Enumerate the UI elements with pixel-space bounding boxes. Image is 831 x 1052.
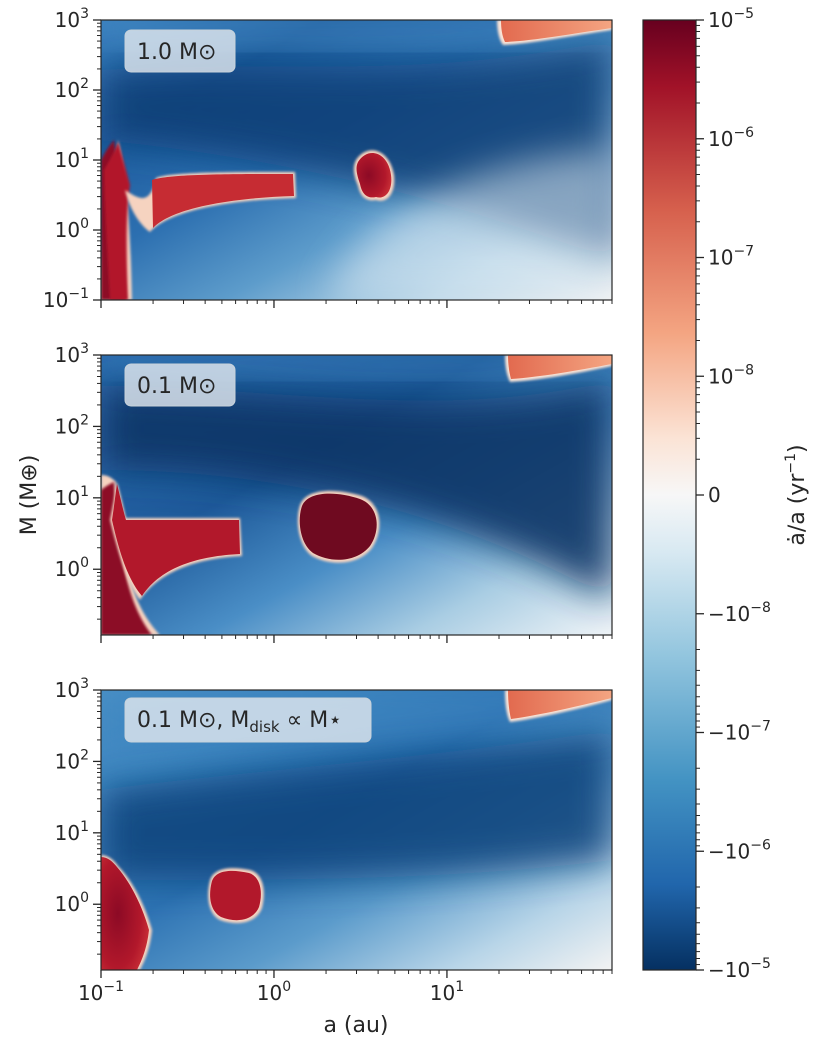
x-tick-label: 10−1 <box>78 979 124 1005</box>
y-tick-label: 103 <box>55 676 89 702</box>
colorbar-tick-label: 10−8 <box>708 362 754 388</box>
y-tick-label: 102 <box>55 747 89 773</box>
y-tick-label: 103 <box>55 6 89 32</box>
panel-1-label: 1.0 M⊙ <box>137 40 216 65</box>
x-tick-label: 100 <box>257 979 291 1005</box>
colorbar-ticks: 10−5 10−6 10−7 10−8 0 −10−8 −10−7 −10−6 −10−5 <box>696 6 771 982</box>
panel-3-label: 0.1 M⊙, Mdisk ∝ M⋆ <box>137 708 342 736</box>
y-tick-label: 102 <box>55 412 89 438</box>
panel-2-y-ticklabels: 103 102 101 100 <box>55 341 101 620</box>
colorbar-tick-label: −10−5 <box>708 956 771 982</box>
colorbar-gradient <box>642 19 697 971</box>
colorbar-tick-label: 10−5 <box>708 6 754 32</box>
panel-3-y-ticklabels: 103 102 101 100 <box>55 676 101 955</box>
panel-2-heatmap <box>101 355 612 635</box>
y-tick-label: 102 <box>55 76 89 102</box>
colorbar-tick-label: −10−7 <box>708 719 771 745</box>
panel-1-heatmap <box>101 20 612 300</box>
panel-1-y-ticklabels: 103 102 101 100 10−1 <box>43 6 101 312</box>
x-axis-ticks: 10−1 100 101 <box>78 300 613 1005</box>
y-tick-label: 101 <box>55 146 89 172</box>
panel-1-label-box: 1.0 M⊙ <box>124 29 236 73</box>
colorbar-tick-label: 10−6 <box>708 125 754 151</box>
panel-3-label-box: 0.1 M⊙, Mdisk ∝ M⋆ <box>124 697 372 743</box>
colorbar: 10−5 10−6 10−7 10−8 0 −10−8 −10−7 −10−6 −10−5 ȧ/… <box>642 6 810 982</box>
x-tick-label: 101 <box>430 979 464 1005</box>
panel-2: 0.1 M⊙ 103 102 101 100 <box>55 341 613 636</box>
y-axis-label: M (M⊕) <box>17 455 42 536</box>
colorbar-tick-label: 0 <box>708 483 721 507</box>
y-tick-label: 103 <box>55 341 89 367</box>
colorbar-tick-label: −10−6 <box>708 837 771 863</box>
y-tick-label: 101 <box>55 819 89 845</box>
panel-2-label: 0.1 M⊙ <box>137 374 216 399</box>
panel-1: 1.0 M⊙ 103 102 101 100 10−1 <box>43 6 613 312</box>
colorbar-label: ȧ/a (yr−1) <box>783 444 810 545</box>
y-tick-label: 100 <box>55 555 89 581</box>
colorbar-tick-label: −10−8 <box>708 600 771 626</box>
y-tick-label: 10−1 <box>43 286 89 312</box>
colorbar-tick-label: 10−7 <box>708 244 754 270</box>
x-axis-label: a (au) <box>323 1013 388 1038</box>
y-tick-label: 101 <box>55 484 89 510</box>
panel-2-label-box: 0.1 M⊙ <box>124 363 236 407</box>
y-tick-label: 100 <box>55 216 89 242</box>
panel-3: 0.1 M⊙, Mdisk ∝ M⋆ 103 102 101 100 <box>55 676 613 971</box>
y-tick-label: 100 <box>55 890 89 916</box>
